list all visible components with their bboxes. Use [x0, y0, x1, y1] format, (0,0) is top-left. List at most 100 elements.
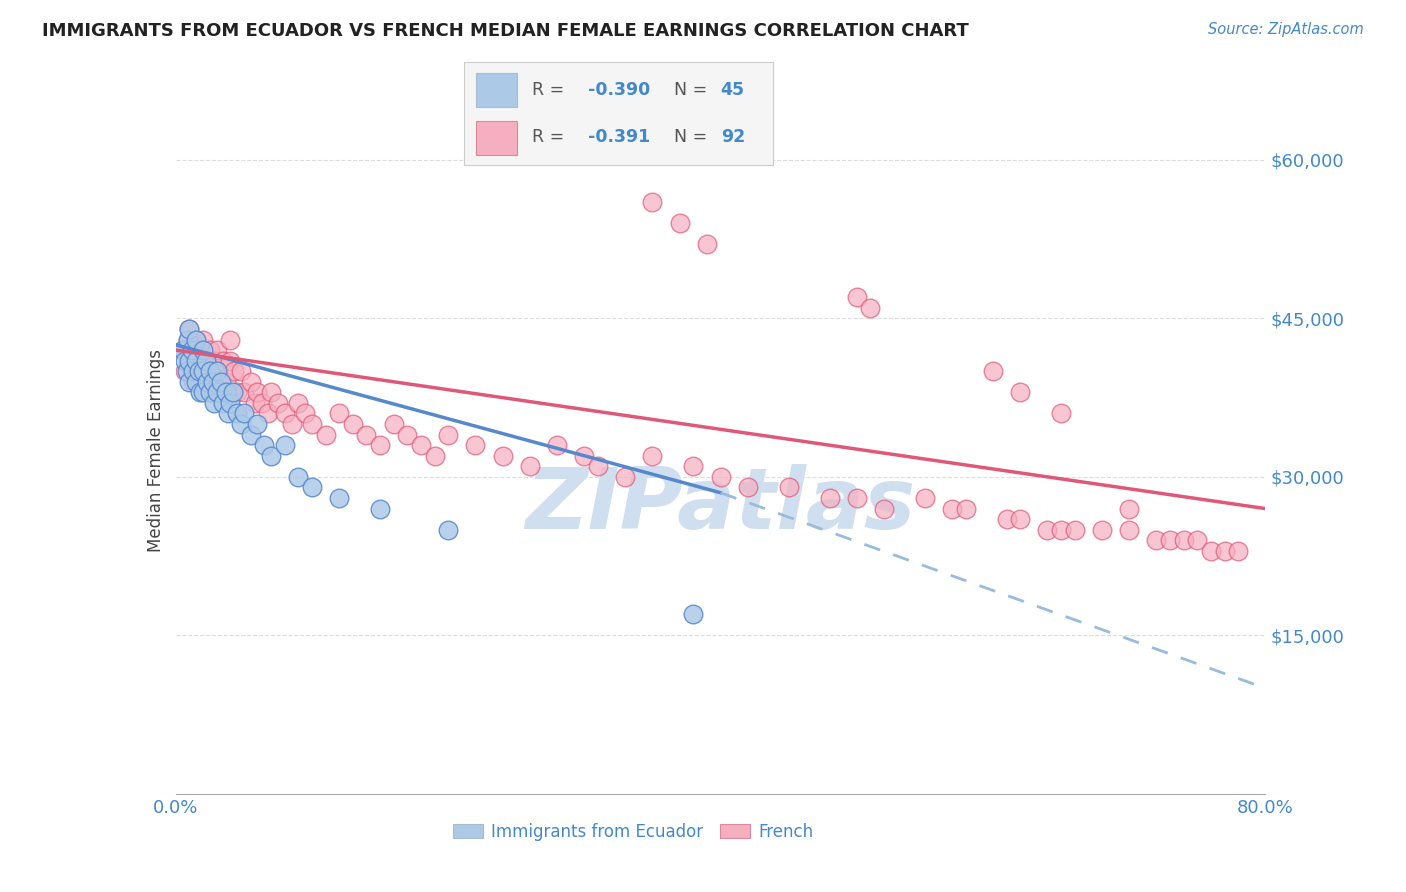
French	[219, 333, 242, 347]
Text: IMMIGRANTS FROM ECUADOR VS FRENCH MEDIAN FEMALE EARNINGS CORRELATION CHART: IMMIGRANTS FROM ECUADOR VS FRENCH MEDIAN…	[42, 22, 969, 40]
French	[1118, 501, 1140, 516]
French	[186, 353, 208, 368]
Immigrants from Ecuador	[287, 470, 309, 484]
French	[668, 216, 690, 230]
French	[224, 364, 246, 378]
French	[342, 417, 364, 431]
Immigrants from Ecuador	[219, 396, 242, 410]
Immigrants from Ecuador	[176, 364, 198, 378]
French	[202, 353, 225, 368]
French	[287, 396, 309, 410]
French	[205, 343, 228, 357]
French	[177, 333, 200, 347]
French	[614, 470, 637, 484]
French	[194, 375, 217, 389]
Immigrants from Ecuador	[179, 375, 201, 389]
French	[260, 385, 283, 400]
French	[201, 385, 224, 400]
French	[492, 449, 515, 463]
French	[437, 427, 460, 442]
Immigrants from Ecuador	[212, 396, 235, 410]
French	[409, 438, 432, 452]
French	[873, 501, 896, 516]
French	[205, 364, 228, 378]
French	[682, 459, 704, 474]
French	[423, 449, 446, 463]
Text: -0.390: -0.390	[588, 81, 650, 99]
French	[1159, 533, 1181, 548]
Text: Source: ZipAtlas.com: Source: ZipAtlas.com	[1208, 22, 1364, 37]
French	[1036, 523, 1059, 537]
Immigrants from Ecuador	[222, 385, 245, 400]
French	[212, 353, 235, 368]
Immigrants from Ecuador	[179, 353, 201, 368]
French	[328, 407, 350, 421]
French	[188, 364, 211, 378]
French	[859, 301, 882, 315]
Immigrants from Ecuador	[231, 417, 253, 431]
French	[198, 343, 221, 357]
French	[1010, 385, 1032, 400]
Immigrants from Ecuador	[217, 407, 239, 421]
Immigrants from Ecuador	[187, 364, 209, 378]
Immigrants from Ecuador	[260, 449, 283, 463]
Immigrants from Ecuador	[205, 385, 228, 400]
French	[845, 491, 868, 505]
French	[315, 427, 337, 442]
Immigrants from Ecuador	[202, 396, 225, 410]
Immigrants from Ecuador	[246, 417, 269, 431]
Immigrants from Ecuador	[179, 322, 201, 336]
Text: 92: 92	[721, 128, 745, 146]
Immigrants from Ecuador	[195, 375, 218, 389]
French	[191, 353, 214, 368]
Immigrants from Ecuador	[209, 375, 232, 389]
French	[1144, 533, 1167, 548]
French	[1010, 512, 1032, 526]
French	[845, 290, 868, 304]
Immigrants from Ecuador	[328, 491, 350, 505]
Text: ZIPatlas: ZIPatlas	[526, 464, 915, 547]
French	[1118, 523, 1140, 537]
French	[226, 385, 249, 400]
French	[1199, 544, 1222, 558]
Immigrants from Ecuador	[191, 364, 214, 378]
French	[179, 322, 201, 336]
French	[356, 427, 378, 442]
Legend: Immigrants from Ecuador, French: Immigrants from Ecuador, French	[447, 816, 820, 847]
Immigrants from Ecuador	[198, 385, 221, 400]
French	[280, 417, 302, 431]
French	[198, 364, 221, 378]
Immigrants from Ecuador	[232, 407, 254, 421]
French	[1227, 544, 1250, 558]
Immigrants from Ecuador	[172, 343, 194, 357]
French	[294, 407, 316, 421]
French	[1063, 523, 1085, 537]
Immigrants from Ecuador	[201, 375, 224, 389]
Text: N =: N =	[675, 81, 713, 99]
French	[546, 438, 568, 452]
French	[586, 459, 609, 474]
French	[183, 375, 205, 389]
Immigrants from Ecuador	[177, 333, 200, 347]
French	[641, 449, 664, 463]
French	[181, 353, 204, 368]
Immigrants from Ecuador	[186, 353, 208, 368]
French	[267, 396, 290, 410]
Text: 45: 45	[721, 81, 745, 99]
French	[215, 375, 238, 389]
Immigrants from Ecuador	[239, 427, 262, 442]
Immigrants from Ecuador	[301, 480, 323, 494]
French	[243, 396, 266, 410]
French	[301, 417, 323, 431]
Immigrants from Ecuador	[174, 353, 197, 368]
FancyBboxPatch shape	[477, 121, 516, 155]
French	[981, 364, 1004, 378]
French	[778, 480, 800, 494]
French	[818, 491, 841, 505]
French	[1213, 544, 1236, 558]
French	[250, 396, 273, 410]
Immigrants from Ecuador	[191, 343, 214, 357]
FancyBboxPatch shape	[477, 73, 516, 106]
French	[1187, 533, 1209, 548]
French	[1173, 533, 1195, 548]
